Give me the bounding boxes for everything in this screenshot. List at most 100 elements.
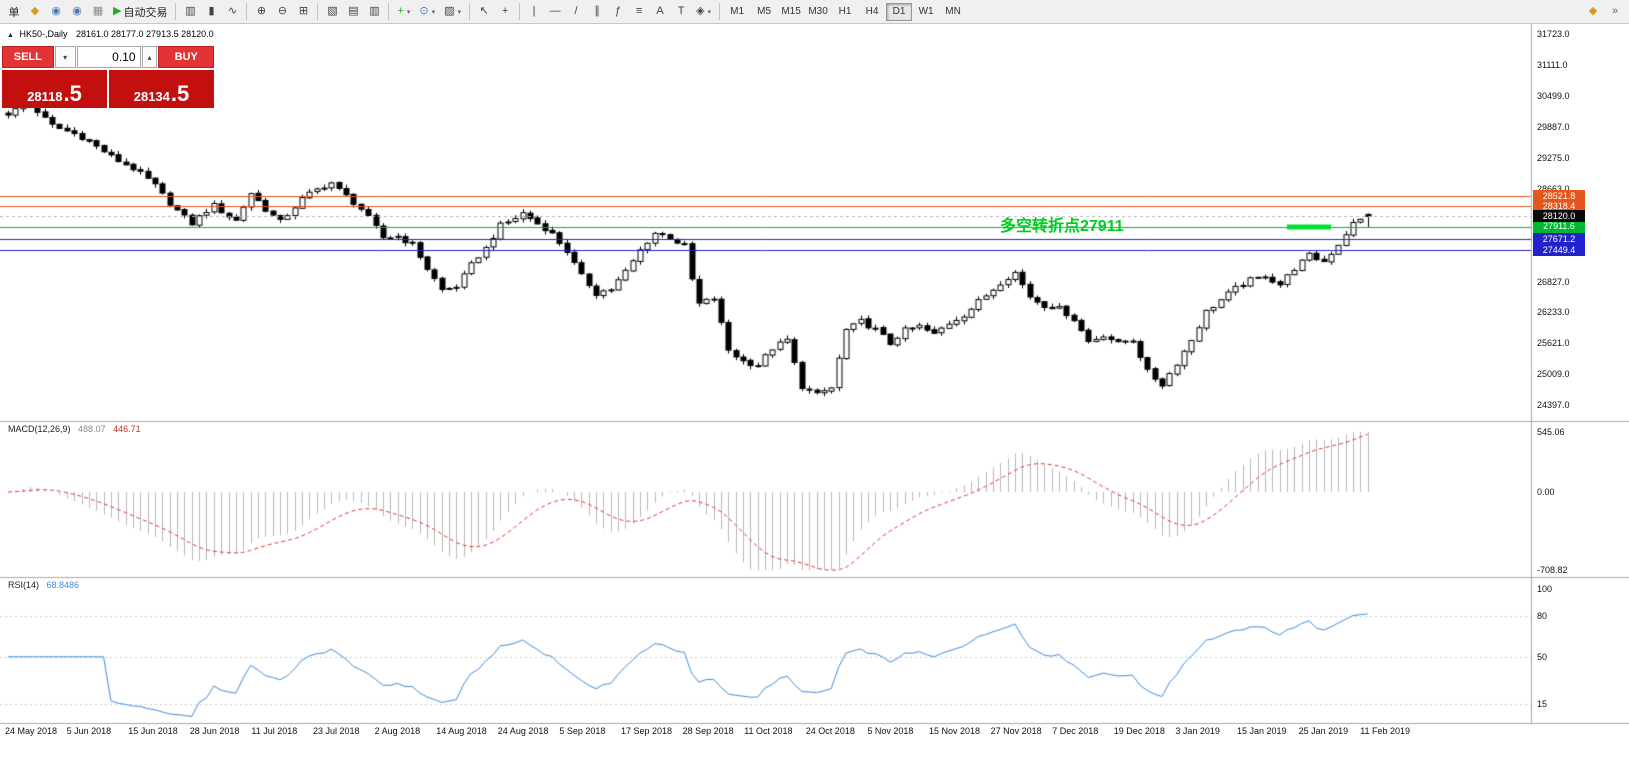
add-indicator-button[interactable]: + ▾ [393,2,414,22]
zoom-in-icon[interactable]: ⊕ [251,2,271,22]
vertical-line-icon: | [532,5,536,17]
main-toolbar: 单 ◆ ◉ ◉ ▦ ▶ 自动交易 ▥ ▮ ∿ ⊕ ⊖ ⊞ ▧ ▤ ▥ + ▾ ⊙ ▾ ▨ ▾ ↖ + | — / ∥ ƒ ≡ A T ◈ ▾ M1 M… [0,0,1629,24]
template-button: ▨ [444,5,455,17]
toolbar-separator [317,3,319,20]
toolbar-separator [519,3,521,20]
tile-windows-icon[interactable]: ⊞ [293,2,313,22]
chevron-down-icon: ▾ [406,8,411,16]
arrows-shapes-icon: ◈ [696,5,705,17]
navigator-icon: ◉ [72,5,82,17]
autotrading-button[interactable]: ▶ 自动交易 [109,2,171,22]
sell-price-dec: .5 [63,81,82,107]
toolbar-separator [719,3,721,20]
pin-chart-icon: ◆ [1588,5,1598,17]
trade-controls-row: SELL ▾ ▴ BUY [2,46,214,68]
one-click-trading-panel: SELL ▾ ▴ BUY 28118 .5 28134 .5 [2,46,214,108]
crosshair-icon[interactable]: + [495,2,515,22]
buy-price-dec: .5 [170,81,190,107]
sell-button[interactable]: SELL [2,46,54,68]
timeframe-w1[interactable]: W1 [913,3,939,21]
cursor-icon[interactable]: ↖ [474,2,494,22]
candlestick-chart-icon: ▮ [208,5,215,17]
scroll-to-end-icon[interactable]: » [1605,2,1625,22]
chevron-down-icon: ▾ [707,8,712,16]
terminal-icon[interactable]: ▦ [88,2,108,22]
cascade-windows-icon: ▧ [327,5,338,17]
timeframe-m30[interactable]: M30 [805,3,831,21]
text-icon[interactable]: A [650,2,670,22]
market-watch-icon: ◉ [51,5,61,17]
timeframe-m5[interactable]: M5 [751,3,777,21]
toolbar-right-icons: ◆» [1583,2,1625,22]
zoom-out-icon: ⊖ [277,5,288,17]
cursor-icon: ↖ [479,5,489,17]
tile-vertical-icon: ▥ [369,5,380,17]
timeframe-m1[interactable]: M1 [724,3,750,21]
new-order-button-label: 单 [8,6,20,19]
horizontal-line-icon[interactable]: — [545,2,565,22]
buy-price-display[interactable]: 28134 .5 [109,70,214,108]
chevron-down-icon: ▾ [457,8,462,16]
timeframe-m15[interactable]: M15 [778,3,804,21]
timeframe-mn[interactable]: MN [940,3,966,21]
vertical-line-icon[interactable]: | [524,2,544,22]
add-indicator-button: + [397,5,404,17]
navigator-icon[interactable]: ◉ [67,2,87,22]
trendline-icon[interactable]: / [566,2,586,22]
new-chart-icon: ◆ [30,5,40,17]
toolbar-separator [469,3,471,20]
text-icon: A [656,5,664,17]
template-button[interactable]: ▨ ▾ [440,2,465,22]
toolbar-separator [175,3,177,20]
cascade-windows-icon[interactable]: ▧ [322,2,342,22]
equidistant-channel-icon: ∥ [594,5,600,17]
buy-price-int: 28134 [133,88,170,104]
trendline-icon: / [574,5,578,17]
equidistant-channel-icon[interactable]: ∥ [587,2,607,22]
chevron-down-icon: ▾ [431,8,436,16]
arrows-shapes-icon[interactable]: ◈ ▾ [692,2,715,22]
timeframe-h4[interactable]: H4 [859,3,885,21]
autotrading-button-label: 自动交易 [123,6,168,19]
candlestick-chart-icon[interactable]: ▮ [201,2,221,22]
crosshair-icon: + [501,5,509,17]
pin-chart-icon[interactable]: ◆ [1583,2,1603,22]
toolbar-separator [246,3,248,20]
periods-button: ⊙ [419,5,429,17]
zoom-out-icon[interactable]: ⊖ [272,2,292,22]
toolbar-separator [388,3,390,20]
periods-button[interactable]: ⊙ ▾ [415,2,439,22]
new-chart-icon[interactable]: ◆ [25,2,45,22]
horizontal-line-icon: — [549,5,561,17]
text-label-icon[interactable]: T [671,2,691,22]
fibonacci-icon: ƒ [615,5,622,17]
volume-input[interactable] [76,46,141,68]
fibonacci-icon[interactable]: ƒ [608,2,628,22]
tile-windows-icon: ⊞ [298,5,309,17]
volume-increase-button[interactable]: ▴ [141,46,158,68]
grid-tool-icon[interactable]: ≡ [629,2,649,22]
bar-chart-icon: ▥ [185,5,196,17]
scroll-to-end-icon: » [1611,5,1619,17]
chart-canvas[interactable] [0,24,1629,769]
tile-vertical-icon[interactable]: ▥ [364,2,384,22]
tile-horizontal-icon[interactable]: ▤ [343,2,363,22]
grid-tool-icon: ≡ [635,5,643,17]
bar-chart-icon[interactable]: ▥ [180,2,200,22]
buy-button[interactable]: BUY [158,46,214,68]
line-chart-icon: ∿ [227,5,238,17]
tile-horizontal-icon: ▤ [348,5,359,17]
new-order-button[interactable]: 单 [4,2,24,22]
sell-price-int: 28118 [27,88,63,104]
sell-price-display[interactable]: 28118 .5 [2,70,107,108]
terminal-icon: ▦ [92,5,104,17]
volume-decrease-button[interactable]: ▾ [54,46,76,68]
line-chart-icon[interactable]: ∿ [222,2,242,22]
market-watch-icon[interactable]: ◉ [46,2,66,22]
timeframe-h1[interactable]: H1 [832,3,858,21]
timeframe-d1[interactable]: D1 [886,2,913,21]
autotrading-button: ▶ [113,5,122,17]
text-label-icon: T [677,5,685,17]
zoom-in-icon: ⊕ [256,5,267,17]
